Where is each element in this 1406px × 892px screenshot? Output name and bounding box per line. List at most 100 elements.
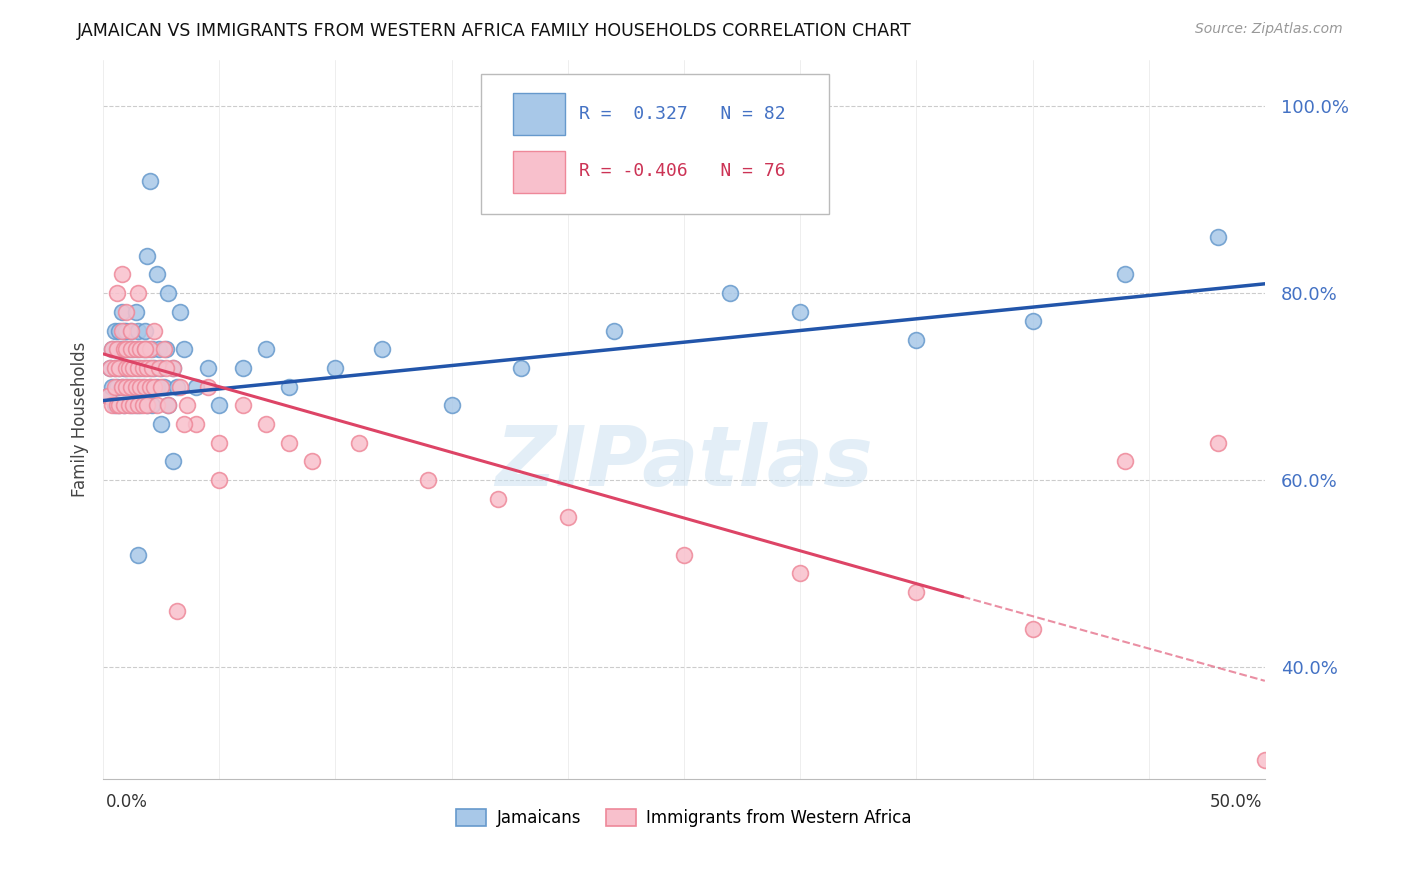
Point (115, 342, 138, 356)
Point (115, 360, 138, 375)
Point (104, 360, 127, 375)
Point (138, 174, 160, 188)
Point (112, 398, 135, 412)
Point (111, 324, 134, 338)
Point (124, 398, 146, 412)
Point (111, 379, 134, 393)
Point (108, 324, 131, 338)
Point (112, 360, 135, 375)
Point (134, 342, 156, 356)
Point (108, 398, 131, 412)
Point (112, 398, 135, 412)
Point (141, 360, 163, 375)
Point (124, 305, 146, 319)
Point (1021, 314, 1043, 328)
Point (486, 491, 509, 506)
Text: 0.0%: 0.0% (105, 793, 148, 811)
Point (557, 510, 579, 524)
Text: R = -0.406   N = 76: R = -0.406 N = 76 (579, 162, 786, 180)
Point (98, 360, 121, 375)
Point (720, 286, 742, 301)
Point (118, 379, 141, 393)
Point (111, 379, 134, 393)
Point (115, 342, 138, 356)
Point (127, 398, 149, 412)
Point (115, 379, 138, 393)
Point (141, 398, 163, 412)
Point (138, 379, 160, 393)
Point (166, 379, 188, 393)
Point (155, 360, 177, 375)
Point (905, 585, 928, 599)
Point (108, 398, 131, 412)
Point (118, 360, 141, 375)
Point (124, 379, 146, 393)
Point (145, 379, 167, 393)
Point (118, 398, 141, 412)
Point (136, 342, 159, 356)
Point (169, 379, 191, 393)
Point (136, 249, 159, 263)
Point (129, 360, 152, 375)
Point (104, 324, 127, 338)
Point (134, 324, 156, 338)
Point (148, 342, 170, 356)
Point (143, 379, 166, 393)
Point (208, 398, 231, 412)
Bar (513, 151, 565, 193)
Point (301, 454, 323, 468)
Point (254, 342, 277, 356)
Point (131, 342, 153, 356)
Point (1114, 268, 1136, 282)
Legend: Jamaicans, Immigrants from Western Africa: Jamaicans, Immigrants from Western Afric… (449, 800, 920, 835)
Point (197, 379, 219, 393)
Point (127, 286, 149, 301)
Point (101, 379, 124, 393)
Point (208, 435, 231, 450)
Point (173, 417, 195, 431)
Point (104, 360, 127, 375)
FancyBboxPatch shape (481, 74, 830, 214)
Point (120, 324, 142, 338)
Point (150, 417, 173, 431)
Text: 50.0%: 50.0% (1211, 793, 1263, 811)
Point (138, 342, 160, 356)
Point (169, 305, 191, 319)
Point (197, 360, 219, 375)
Point (101, 398, 124, 412)
Point (127, 324, 149, 338)
Point (108, 360, 131, 375)
Point (115, 305, 138, 319)
Point (108, 360, 131, 375)
Point (104, 379, 127, 393)
Point (152, 342, 174, 356)
Text: JAMAICAN VS IMMIGRANTS FROM WESTERN AFRICA FAMILY HOUSEHOLDS CORRELATION CHART: JAMAICAN VS IMMIGRANTS FROM WESTERN AFRI… (77, 22, 912, 40)
Text: ZIPatlas: ZIPatlas (495, 422, 873, 503)
Point (166, 604, 188, 618)
Point (105, 342, 128, 356)
Point (111, 342, 134, 356)
Point (184, 417, 207, 431)
Point (98, 360, 121, 375)
Point (157, 398, 180, 412)
Point (143, 324, 166, 338)
Point (124, 360, 146, 375)
Point (105, 342, 128, 356)
Bar (513, 94, 565, 135)
Point (112, 324, 135, 338)
Point (127, 360, 149, 375)
Point (1208, 435, 1230, 450)
Point (1254, 753, 1277, 767)
Point (155, 342, 177, 356)
Point (1114, 454, 1136, 468)
Point (97, 389, 120, 403)
Point (440, 398, 463, 412)
Point (150, 379, 173, 393)
Point (105, 379, 128, 393)
Point (131, 360, 153, 375)
Point (124, 342, 146, 356)
Point (150, 360, 173, 375)
Point (138, 379, 160, 393)
Point (115, 379, 138, 393)
Point (232, 398, 254, 412)
